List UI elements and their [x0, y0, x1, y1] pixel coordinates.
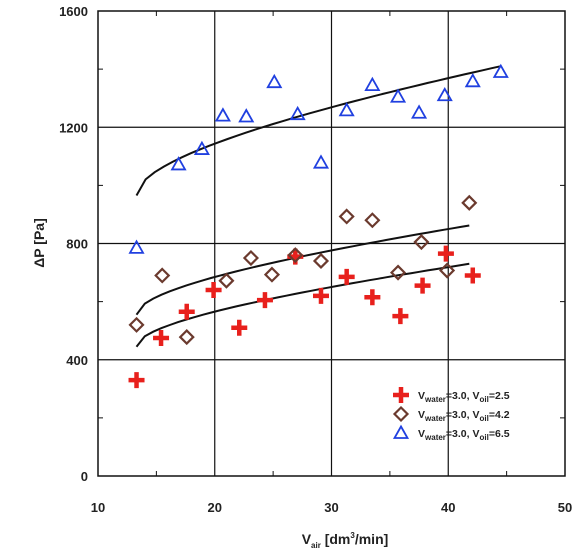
triangle-point — [170, 156, 187, 171]
diamond-point — [389, 264, 407, 281]
legend-entry-part: =2.5 — [489, 390, 510, 402]
triangle-point — [436, 86, 453, 102]
legend-entry: Vwater=3.0, Voil=2.5 — [418, 390, 510, 404]
plus-point — [231, 319, 248, 336]
x-axis-label-unit-sup: 3 — [350, 531, 355, 540]
legend-entry-part: =6.5 — [489, 428, 510, 440]
y-tick-label: 400 — [66, 353, 88, 368]
x-tick-label: 50 — [558, 500, 572, 515]
x-axis-label: Vair [dm3/min] — [302, 531, 389, 550]
triangle-point — [289, 105, 306, 121]
legend-entry-part: =3.0, V — [446, 390, 480, 402]
plot-frame — [97, 10, 566, 477]
triangle-point — [364, 76, 381, 92]
legend-entry-part: V — [418, 390, 425, 402]
diamond-point — [178, 329, 195, 346]
plus-point — [364, 289, 381, 306]
diamond-point — [242, 249, 259, 267]
legend-entry-part: oil — [480, 414, 489, 423]
legend-entry: Vwater=3.0, Voil=4.2 — [418, 409, 510, 423]
plus-point — [128, 372, 145, 389]
fit-curve — [135, 262, 470, 348]
data-points — [128, 63, 509, 389]
diamond-point — [287, 247, 304, 264]
legend-entry: Vwater=3.0, Voil=6.5 — [418, 428, 510, 442]
triangle-point — [390, 88, 407, 103]
plus-point — [437, 245, 454, 262]
x-axis-label-main: V — [302, 531, 312, 547]
x-tick-label: 30 — [324, 500, 338, 515]
plus-point — [338, 268, 355, 285]
x-tick-label: 40 — [441, 500, 455, 515]
diamond-point — [128, 316, 145, 333]
triangle-point — [464, 73, 481, 88]
triangle-point — [492, 63, 509, 78]
plus-point — [464, 267, 481, 284]
plus-point — [256, 292, 273, 309]
grid-lines — [98, 11, 565, 476]
x-tick-label: 20 — [208, 500, 222, 515]
legend-entry-part: =3.0, V — [446, 409, 480, 421]
legend-entry-part: water — [424, 395, 446, 404]
legend-entry-part: V — [418, 409, 425, 421]
diamond-point — [461, 194, 478, 211]
diamond-point — [439, 262, 456, 279]
x-axis-label-unit: [dm — [321, 531, 351, 547]
legend-triangle-marker — [392, 424, 410, 439]
x-tick-labels: 10 20 30 40 50 — [91, 500, 572, 515]
y-tick-label: 1200 — [59, 120, 88, 135]
y-tick-labels: 0 400 800 1200 1600 — [59, 4, 88, 484]
legend-entry-part: =3.0, V — [446, 428, 480, 440]
y-tick-label: 0 — [81, 469, 88, 484]
legend-plus-marker — [393, 387, 409, 403]
diamond-point — [338, 208, 355, 225]
triangle-point — [193, 140, 210, 155]
triangle-point — [338, 102, 355, 117]
triangle-point — [238, 108, 255, 123]
minor-ticks — [98, 11, 565, 476]
legend-entry-part: oil — [480, 395, 489, 404]
plus-point — [414, 277, 431, 294]
triangle-point — [312, 154, 330, 169]
diamond-point — [154, 267, 171, 284]
legend-diamond-marker — [392, 405, 410, 423]
triangle-point — [214, 107, 231, 122]
triangle-point — [266, 73, 283, 89]
x-axis-label-unit-end: /min] — [355, 531, 388, 547]
legend-entry-part: water — [424, 414, 446, 423]
plus-point — [178, 303, 195, 320]
triangle-point — [411, 104, 428, 119]
triangle-point — [128, 239, 145, 254]
plus-point — [392, 308, 409, 325]
plus-point — [153, 329, 170, 346]
legend-entry-part: oil — [480, 433, 489, 442]
legend-entry-part: =4.2 — [489, 409, 510, 421]
y-tick-label: 800 — [66, 237, 88, 252]
diamond-point — [364, 212, 381, 229]
y-tick-label: 1600 — [59, 4, 88, 19]
diamond-point — [312, 252, 330, 269]
diamond-point — [218, 272, 235, 289]
x-axis-label-sub: air — [311, 541, 321, 550]
y-axis-label: ΔP [Pa] — [31, 218, 47, 268]
legend-entry-part: V — [418, 428, 425, 440]
legend-entry-part: water — [424, 433, 446, 442]
x-tick-label: 10 — [91, 500, 105, 515]
plus-point — [205, 282, 222, 298]
diamond-point — [263, 266, 281, 283]
plus-point — [312, 287, 329, 304]
diamond-point — [413, 233, 430, 251]
